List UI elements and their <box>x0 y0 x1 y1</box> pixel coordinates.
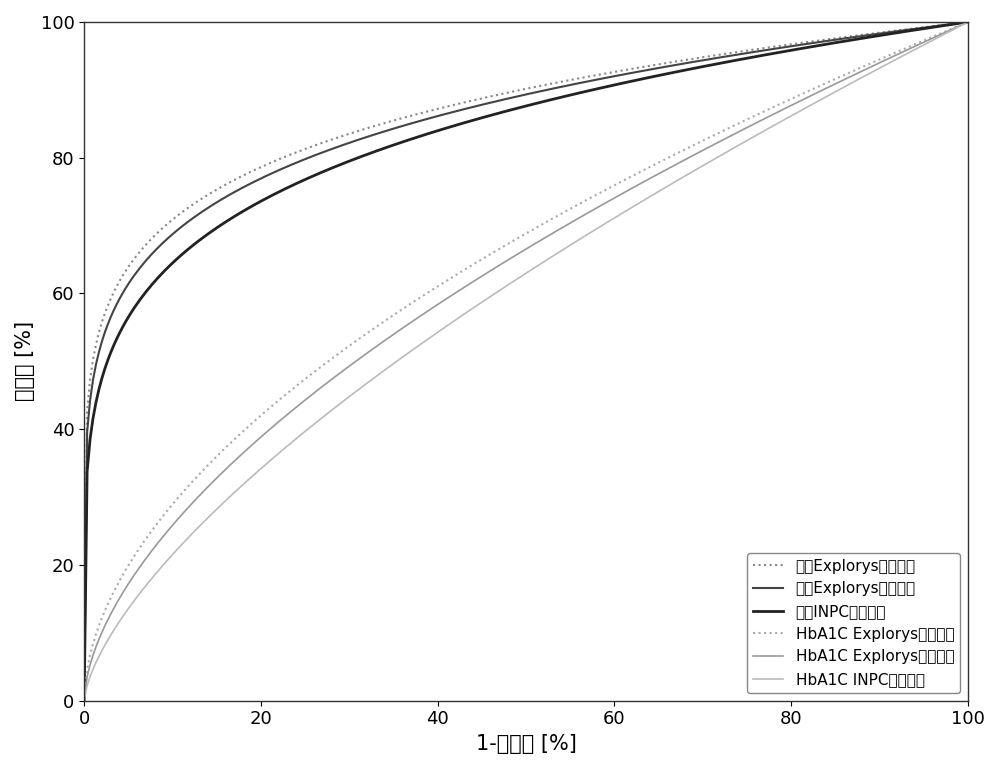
Legend: 公开Explorys（教导）, 公开Explorys（验证）, 公开INPC（验证）, HbA1C Explorys（教导）, HbA1C Explorys（验: 公开Explorys（教导）, 公开Explorys（验证）, 公开INPC（验… <box>747 553 960 693</box>
X-axis label: 1-特异性 [%]: 1-特异性 [%] <box>476 734 577 754</box>
Y-axis label: 灵敏度 [%]: 灵敏度 [%] <box>15 321 35 401</box>
